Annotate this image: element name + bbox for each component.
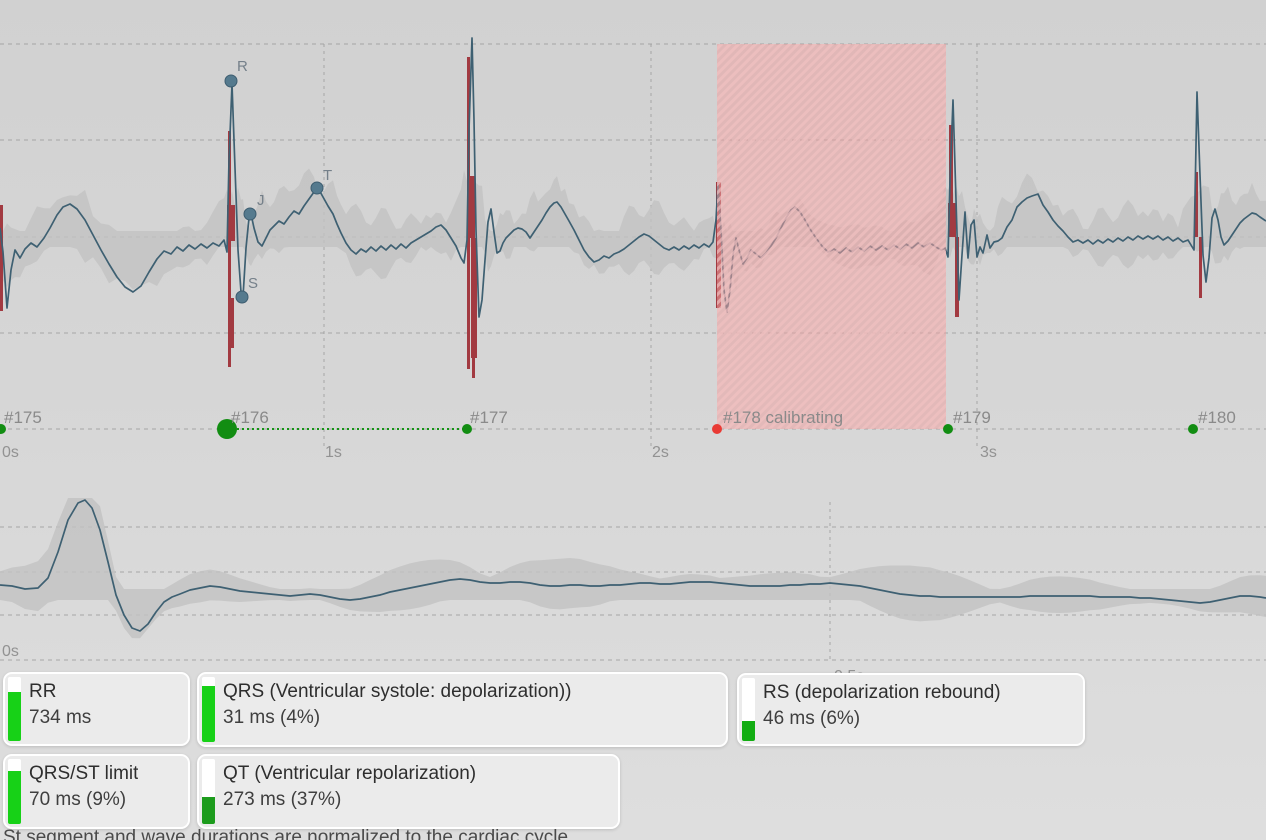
beat-marker-dot[interactable] bbox=[217, 419, 237, 439]
metric-bar-rs bbox=[742, 678, 755, 741]
beat-marker-dot[interactable] bbox=[712, 424, 722, 434]
metric-bar-fill bbox=[8, 692, 21, 741]
metric-bar-fill bbox=[8, 771, 21, 824]
metric-value: 31 ms (4%) bbox=[223, 707, 321, 728]
qrs-detection-bar bbox=[955, 237, 959, 317]
metric-card-rr: RR 734 ms bbox=[3, 672, 190, 746]
metric-bar-rr bbox=[8, 677, 21, 741]
beat-label: #176 bbox=[231, 408, 269, 427]
beat-marker-dot[interactable] bbox=[0, 424, 6, 434]
metric-card-qt: QT (Ventricular repolarization) 273 ms (… bbox=[197, 754, 620, 829]
wave-marker-label-r: R bbox=[237, 58, 248, 75]
detail-noise-envelope bbox=[0, 498, 1266, 639]
beat-label: #179 bbox=[953, 408, 991, 427]
metric-bar-qrs-st bbox=[8, 759, 21, 824]
ecg-noise-envelope bbox=[0, 168, 1266, 290]
beat-label: #177 bbox=[470, 408, 508, 427]
beat-label: #180 bbox=[1198, 408, 1236, 427]
metric-bar-qrs bbox=[202, 677, 215, 742]
metric-value: 734 ms bbox=[29, 707, 92, 728]
time-axis-label: 1s bbox=[325, 444, 342, 461]
metric-title: QT (Ventricular repolarization) bbox=[223, 763, 477, 784]
metric-value: 70 ms (9%) bbox=[29, 789, 127, 810]
metric-bar-fill bbox=[202, 796, 215, 824]
beat-marker-dot[interactable] bbox=[462, 424, 472, 434]
qrs-detection-bar bbox=[1199, 237, 1202, 298]
metric-card-rs: RS (depolarization rebound) 46 ms (6%) bbox=[737, 673, 1085, 746]
ecg-strip-chart[interactable]: R J S T #175 #176 #177 #178 calibrating #179 #180… bbox=[0, 37, 1266, 461]
qrs-detection-bar bbox=[231, 298, 234, 348]
metric-title: RR bbox=[29, 681, 57, 702]
wave-marker-label-s: S bbox=[248, 275, 258, 292]
metric-card-qrs: QRS (Ventricular systole: depolarization… bbox=[197, 672, 728, 747]
wave-marker-label-j: J bbox=[257, 192, 265, 209]
detail-time-axis-label: 0s bbox=[2, 643, 19, 660]
metric-bar-qt bbox=[202, 759, 215, 824]
wave-marker-label-t: T bbox=[323, 167, 332, 184]
beat-detail-chart[interactable]: 0s0.5s bbox=[0, 498, 1266, 685]
time-axis-label: 3s bbox=[980, 444, 997, 461]
qrs-detection-bar bbox=[227, 205, 235, 241]
qrs-detection-bar bbox=[471, 238, 477, 358]
metric-value: 46 ms (6%) bbox=[763, 708, 861, 729]
qrs-detection-bar bbox=[468, 176, 475, 238]
qrs-detection-bar bbox=[472, 358, 475, 378]
beat-marker-dot[interactable] bbox=[1188, 424, 1198, 434]
qrs-detection-bar bbox=[949, 125, 953, 237]
qrs-detection-bar bbox=[228, 131, 231, 367]
calibration-region bbox=[717, 44, 946, 429]
metric-title: QRS/ST limit bbox=[29, 763, 139, 784]
metric-title: QRS (Ventricular systole: depolarization… bbox=[223, 681, 572, 702]
qrs-detection-bar bbox=[948, 203, 956, 237]
time-axis-label: 0s bbox=[2, 444, 19, 461]
beat-label: #175 bbox=[4, 408, 42, 427]
wave-marker-dot-j[interactable] bbox=[243, 207, 257, 221]
metric-value: 273 ms (37%) bbox=[223, 789, 342, 810]
qrs-detection-bar bbox=[0, 205, 3, 311]
wave-marker-dot-s[interactable] bbox=[235, 290, 249, 304]
detail-waveform-line bbox=[0, 499, 1266, 632]
metric-bar-fill bbox=[202, 686, 215, 742]
ecg-waveform-line bbox=[0, 37, 1266, 318]
qrs-detection-bar bbox=[1195, 172, 1198, 237]
metric-card-qrs-st-limit: QRS/ST limit 70 ms (9%) bbox=[3, 754, 190, 829]
time-axis-label: 2s bbox=[652, 444, 669, 461]
wave-marker-dot-r[interactable] bbox=[224, 74, 238, 88]
beat-marker-dot[interactable] bbox=[943, 424, 953, 434]
beat-label: #178 calibrating bbox=[723, 408, 843, 427]
metric-bar-fill bbox=[742, 721, 755, 741]
metric-title: RS (depolarization rebound) bbox=[763, 682, 1001, 703]
bottom-caption: St segment and wave durations are normal… bbox=[3, 827, 569, 840]
wave-marker-dot-t[interactable] bbox=[310, 181, 324, 195]
